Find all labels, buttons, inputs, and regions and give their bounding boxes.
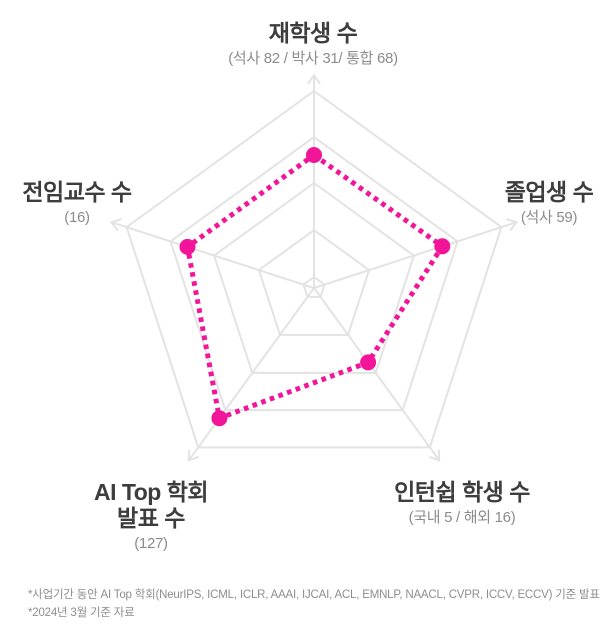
axis-subtitle-ai-top-publications: (127) xyxy=(134,535,168,552)
axis-title-ai-top-publications-line2: 발표 수 xyxy=(117,505,185,531)
axis-subtitle-enrolled-students: (석사 82 / 박사 31/ 통합 68) xyxy=(228,50,398,67)
axis-title-graduates: 졸업생 수 xyxy=(504,179,594,205)
radar-grid xyxy=(109,73,519,462)
axis-title-full-time-professors: 전임교수 수 xyxy=(22,179,132,205)
footnotes: *사업기간 동안 AI Top 학회(NeurIPS, ICML, ICLR, … xyxy=(28,586,601,622)
axis-title-ai-top-publications-line1: AI Top 학회 xyxy=(93,479,209,505)
axis-label-internship-students: 인턴쉽 학생 수 (국내 5 / 해외 16) xyxy=(394,479,530,527)
axis-label-enrolled-students: 재학생 수 (석사 82 / 박사 31/ 통합 68) xyxy=(228,20,398,68)
axis-subtitle-internship-students: (국내 5 / 해외 16) xyxy=(408,509,516,526)
axis-label-ai-top-publications: AI Top 학회 발표 수 (127) xyxy=(93,479,209,553)
axis-title-enrolled-students: 재학생 수 xyxy=(268,20,358,46)
footnote-publication-criteria: *사업기간 동안 AI Top 학회(NeurIPS, ICML, ICLR, … xyxy=(28,589,601,601)
axis-subtitle-graduates: (석사 59) xyxy=(520,209,578,226)
axis-label-full-time-professors: 전임교수 수 (16) xyxy=(22,179,132,227)
axis-label-graduates: 졸업생 수 (석사 59) xyxy=(505,179,594,227)
axis-subtitle-full-time-professors: (16) xyxy=(64,209,90,226)
footnote-data-date: *2024년 3월 기준 자료 xyxy=(28,607,135,619)
radar-series xyxy=(179,147,451,427)
axis-title-internship-students: 인턴쉽 학생 수 xyxy=(394,479,530,505)
